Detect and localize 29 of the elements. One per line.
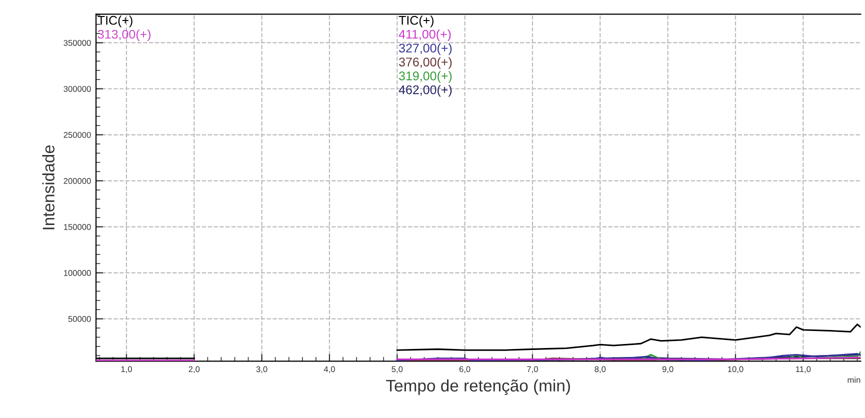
y-tick-label: 100000	[64, 270, 91, 276]
x-tick-label: 5,0	[392, 366, 403, 374]
text: 462,00(+)	[398, 85, 452, 97]
x-tick-label: 1,0	[121, 366, 132, 374]
x-tick-label: 6,0	[459, 366, 470, 374]
x-tick-label: 3,0	[256, 366, 268, 374]
y-tick-label: 250000	[64, 132, 91, 138]
x-tick-label: 9,0	[662, 366, 674, 374]
text: 319,00(+)	[399, 71, 452, 83]
y-tick-label: 200000	[64, 178, 91, 184]
text: TIC(+)	[98, 16, 132, 28]
y-tick-label: 300000	[64, 86, 91, 92]
x-tick-label: 4,0	[324, 366, 335, 374]
y-axis-title: Intensidade	[42, 145, 54, 230]
x-tick-label: 8,0	[594, 366, 606, 374]
x-tick-label: 11,0	[796, 366, 811, 374]
y-tick-label: 50000	[68, 316, 91, 322]
text: min	[848, 376, 860, 383]
x-tick-label: 2,0	[188, 366, 200, 374]
text: 376,00(+)	[399, 57, 452, 69]
x-axis-title: Tempo de retenção (min)	[386, 379, 570, 395]
x-tick-label: 10,0	[728, 366, 744, 374]
text: 327,00(+)	[399, 43, 452, 56]
y-tick-label: 350000	[64, 40, 91, 46]
x-tick-label: 7,0	[527, 366, 538, 374]
text: 313,00(+)	[98, 29, 150, 42]
text: TIC(+)	[398, 16, 434, 28]
text: 411,00(+)	[398, 29, 451, 42]
y-tick-label: 150000	[64, 224, 91, 230]
